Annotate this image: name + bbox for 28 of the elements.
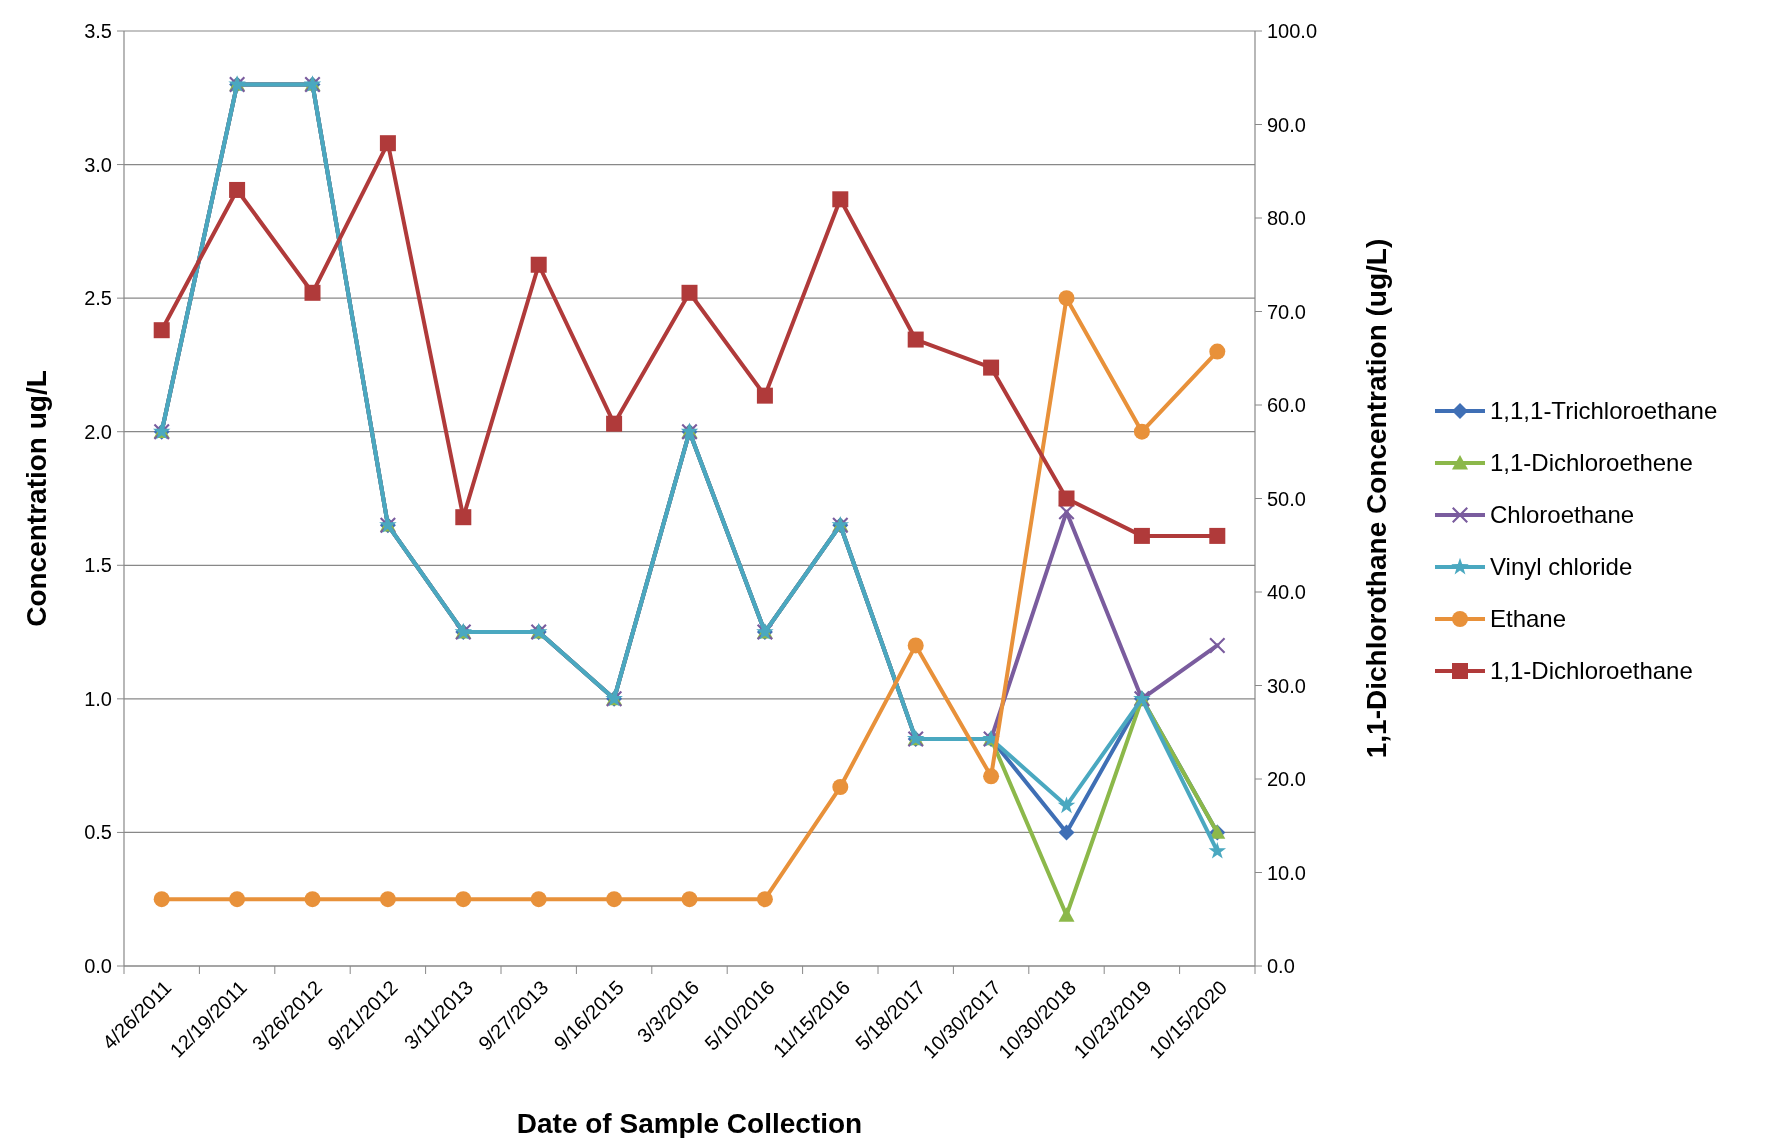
y2-tick-label: 80.0 xyxy=(1267,207,1306,229)
y2-tick-label: 10.0 xyxy=(1267,861,1306,884)
y-axis-title: Concentration ug/L xyxy=(21,370,52,627)
y-tick-label: 1.0 xyxy=(84,687,112,710)
y-tick-label: 3.5 xyxy=(84,20,112,42)
x-axis-title: Date of Sample Collection xyxy=(516,1108,863,1139)
legend-label: Chloroethane xyxy=(1490,501,1635,529)
y2-tick-label: 60.0 xyxy=(1267,394,1306,416)
y2-tick-label: 30.0 xyxy=(1267,674,1306,697)
legend-label: Vinyl chloride xyxy=(1490,553,1633,581)
y-tick-label: 1.5 xyxy=(84,554,112,577)
y2-tick-label: 50.0 xyxy=(1267,487,1306,510)
y2-tick-label: 70.0 xyxy=(1267,300,1306,323)
y2-tick-label: 0.0 xyxy=(1267,955,1295,977)
y-tick-label: 2.5 xyxy=(84,287,112,310)
legend-label: 1,1-Dichloroethene xyxy=(1490,449,1693,477)
y-tick-label: 3.0 xyxy=(84,153,112,176)
legend-label: 1,1,1-Trichloroethane xyxy=(1490,397,1718,425)
y-tick-label: 2.0 xyxy=(84,420,112,443)
y-tick-label: 0.5 xyxy=(84,821,112,844)
legend-label: 1,1-Dichloroethane xyxy=(1490,657,1693,685)
y-tick-label: 0.0 xyxy=(84,955,112,977)
y2-tick-label: 100.0 xyxy=(1267,20,1318,42)
legend-label: Ethane xyxy=(1490,605,1567,633)
y2-axis-title: 1,1-Dichlorothane Concentration (ug/L) xyxy=(1361,238,1392,759)
y2-tick-label: 40.0 xyxy=(1267,581,1306,603)
y2-tick-label: 20.0 xyxy=(1267,768,1306,790)
y2-tick-label: 90.0 xyxy=(1267,113,1306,136)
